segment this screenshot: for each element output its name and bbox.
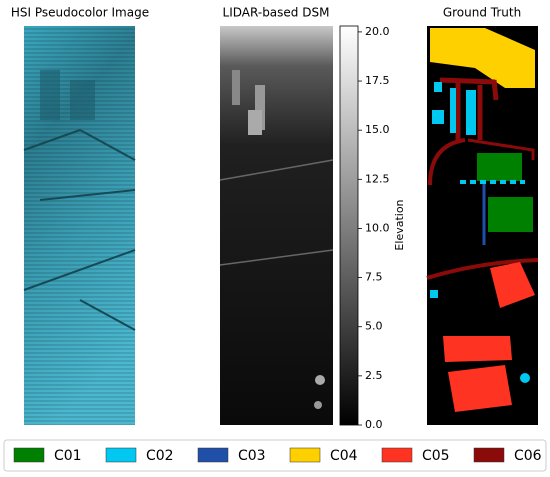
legend-label: C01 bbox=[54, 448, 82, 464]
legend-swatch bbox=[105, 447, 137, 463]
colorbar-tick-label: 17.5 bbox=[365, 74, 390, 87]
panel-title: Ground Truth bbox=[443, 6, 521, 20]
ground-truth-image bbox=[426, 26, 539, 425]
colorbar-tick-label: 15.0 bbox=[365, 123, 390, 136]
legend-label: C03 bbox=[238, 448, 266, 464]
legend-label: C02 bbox=[146, 448, 174, 464]
legend-label: C06 bbox=[514, 448, 542, 464]
legend-label: C05 bbox=[422, 448, 450, 464]
hsi-image bbox=[23, 26, 136, 425]
panel-title: LIDAR-based DSM bbox=[223, 6, 330, 20]
colorbar-tick-label: 7.5 bbox=[365, 271, 383, 284]
colorbar-tick-label: 0.0 bbox=[365, 418, 383, 431]
panel-title: HSI Pseudocolor Image bbox=[11, 6, 149, 20]
legend-swatch bbox=[289, 447, 321, 463]
colorbar-tick-label: 2.5 bbox=[365, 369, 383, 382]
dsm-image bbox=[219, 26, 334, 425]
legend-swatch bbox=[381, 447, 413, 463]
legend-swatch bbox=[197, 447, 229, 463]
colorbar bbox=[339, 25, 359, 426]
colorbar-tick-label: 5.0 bbox=[365, 320, 383, 333]
colorbar-tick-label: 10.0 bbox=[365, 221, 390, 234]
colorbar-tick-label: 12.5 bbox=[365, 172, 390, 185]
legend bbox=[3, 439, 547, 472]
legend-swatch bbox=[473, 447, 505, 463]
legend-label: C04 bbox=[330, 448, 358, 464]
legend-swatch bbox=[13, 447, 45, 463]
colorbar-tick-label: 20.0 bbox=[365, 25, 390, 38]
colorbar-label: Elevation bbox=[393, 199, 406, 250]
